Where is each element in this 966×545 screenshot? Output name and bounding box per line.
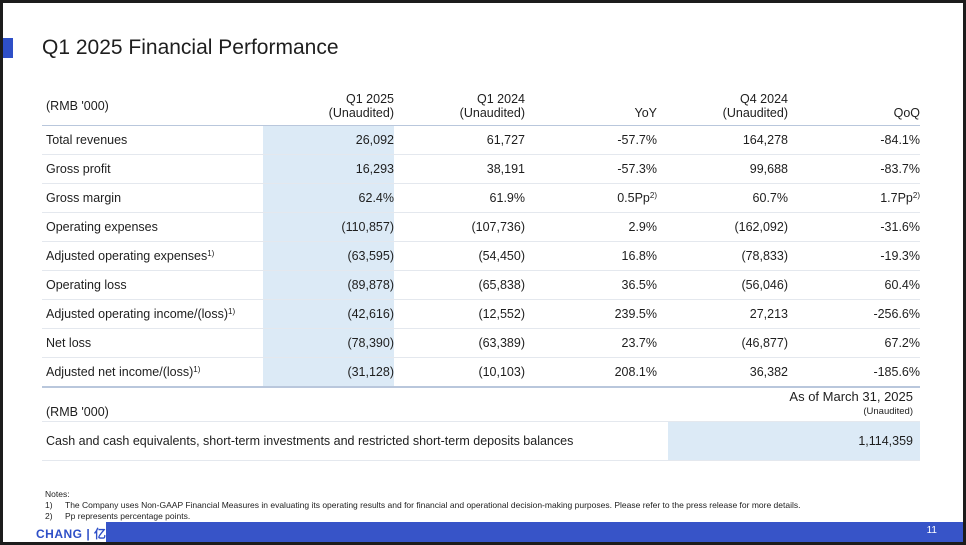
cell-value: 16.8% (525, 241, 657, 271)
table-row: Operating loss (89,878) (65,838) 36.5% (56,0… (42, 270, 920, 300)
table-row: Operating expenses (110,857) (107,736) 2.9%… (42, 212, 920, 242)
slide: Q1 2025 Financial Performance (RMB '000)… (3, 3, 963, 542)
cell-value: (65,838) (394, 270, 525, 300)
cell-value: -57.7% (525, 125, 657, 155)
cell-value: (78,833) (657, 241, 788, 271)
row-label: Adjusted net income/(loss)1) (42, 357, 263, 388)
cell-value: (63,595) (263, 241, 394, 271)
cell-value: -256.6% (788, 299, 920, 329)
cell-value: 99,688 (657, 154, 788, 184)
cell-value: 1.7Pp2) (788, 183, 920, 213)
column-header-q1-2025: Q1 2025 (Unaudited) (263, 75, 394, 126)
cash-row-value: 1,114,359 (668, 421, 920, 461)
table-row: Adjusted net income/(loss)1) (31,128) (10,… (42, 357, 920, 388)
cash-table-column-header: As of March 31, 2025 (Unaudited) (668, 387, 920, 422)
column-header-q4-2024: Q4 2024 (Unaudited) (657, 75, 788, 126)
column-header-q1-2024: Q1 2024 (Unaudited) (394, 75, 525, 126)
footnote-1: 1) The Company uses Non-GAAP Financial M… (45, 500, 801, 510)
cell-value: (10,103) (394, 357, 525, 388)
cell-value: 36.5% (525, 270, 657, 300)
cell-value: 62.4% (263, 183, 394, 213)
cell-value: 2.9% (525, 212, 657, 242)
cell-value: 36,382 (657, 357, 788, 388)
company-logo: CHANG | 亿航 (36, 527, 120, 541)
cell-value: 67.2% (788, 328, 920, 358)
cell-value: 0.5Pp2) (525, 183, 657, 213)
table-row: Gross margin 62.4% 61.9% 0.5Pp2) 60.7% 1.7Pp2… (42, 183, 920, 213)
page-title: Q1 2025 Financial Performance (42, 36, 339, 59)
table-row: Adjusted operating income/(loss)1) (42,61… (42, 299, 920, 329)
title-accent-bar (3, 38, 13, 58)
cell-value: 38,191 (394, 154, 525, 184)
cell-value: 208.1% (525, 357, 657, 388)
cell-value: -185.6% (788, 357, 920, 388)
cash-row-label: Cash and cash equivalents, short-term in… (42, 421, 668, 461)
cell-value: (46,877) (657, 328, 788, 358)
cell-value: 23.7% (525, 328, 657, 358)
cell-value: (107,736) (394, 212, 525, 242)
cell-value: (162,092) (657, 212, 788, 242)
cell-value: -57.3% (525, 154, 657, 184)
cell-value: (56,046) (657, 270, 788, 300)
cash-table-header-row: (RMB '000) As of March 31, 2025 (Unaudite… (42, 387, 920, 422)
row-label: Adjusted operating income/(loss)1) (42, 299, 263, 329)
cell-value: 16,293 (263, 154, 394, 184)
cell-value: 164,278 (657, 125, 788, 155)
table-header-row: (RMB '000) Q1 2025 (Unaudited) Q1 2024 (Un… (42, 75, 920, 126)
cell-value: (78,390) (263, 328, 394, 358)
cell-value: (42,616) (263, 299, 394, 329)
cash-table-unit-label: (RMB '000) (42, 387, 668, 422)
row-label: Gross profit (42, 154, 263, 184)
row-label: Net loss (42, 328, 263, 358)
row-label: Gross margin (42, 183, 263, 213)
page-number: 11 (926, 525, 937, 536)
cell-value: 61.9% (394, 183, 525, 213)
row-label: Total revenues (42, 125, 263, 155)
cell-value: -31.6% (788, 212, 920, 242)
table-unit-label: (RMB '000) (42, 75, 263, 126)
cell-value: 60.7% (657, 183, 788, 213)
cell-value: (12,552) (394, 299, 525, 329)
row-label: Adjusted operating expenses1) (42, 241, 263, 271)
cell-value: -83.7% (788, 154, 920, 184)
row-label: Operating loss (42, 270, 263, 300)
cell-value: (89,878) (263, 270, 394, 300)
cell-value: 60.4% (788, 270, 920, 300)
cell-value: (63,389) (394, 328, 525, 358)
cell-value: (110,857) (263, 212, 394, 242)
table-row: Adjusted operating expenses1) (63,595) (54… (42, 241, 920, 271)
cell-value: -84.1% (788, 125, 920, 155)
table-row: Cash and cash equivalents, short-term in… (42, 421, 920, 461)
notes-title: Notes: (45, 489, 70, 499)
cell-value: (31,128) (263, 357, 394, 388)
footnote-2: 2) Pp represents percentage points. (45, 511, 191, 521)
column-header-yoy: YoY (525, 75, 657, 126)
footnotes: Notes: 1) The Company uses Non-GAAP Fina… (45, 489, 800, 522)
table-row: Gross profit 16,293 38,191 -57.3% 99,688 -83.… (42, 154, 920, 184)
cell-value: 61,727 (394, 125, 525, 155)
column-header-qoq: QoQ (788, 75, 920, 126)
footer-bar: 11 (106, 522, 963, 542)
row-label: Operating expenses (42, 212, 263, 242)
cell-value: 26,092 (263, 125, 394, 155)
cell-value: 27,213 (657, 299, 788, 329)
cell-value: 239.5% (525, 299, 657, 329)
financial-performance-table: (RMB '000) Q1 2025 (Unaudited) Q1 2024 (Un… (42, 75, 920, 388)
cell-value: (54,450) (394, 241, 525, 271)
cash-balance-table: (RMB '000) As of March 31, 2025 (Unaudite… (42, 387, 920, 461)
table-row: Net loss (78,390) (63,389) 23.7% (46,877) 67.… (42, 328, 920, 358)
table-row: Total revenues 26,092 61,727 -57.7% 164,278-… (42, 125, 920, 155)
cell-value: -19.3% (788, 241, 920, 271)
